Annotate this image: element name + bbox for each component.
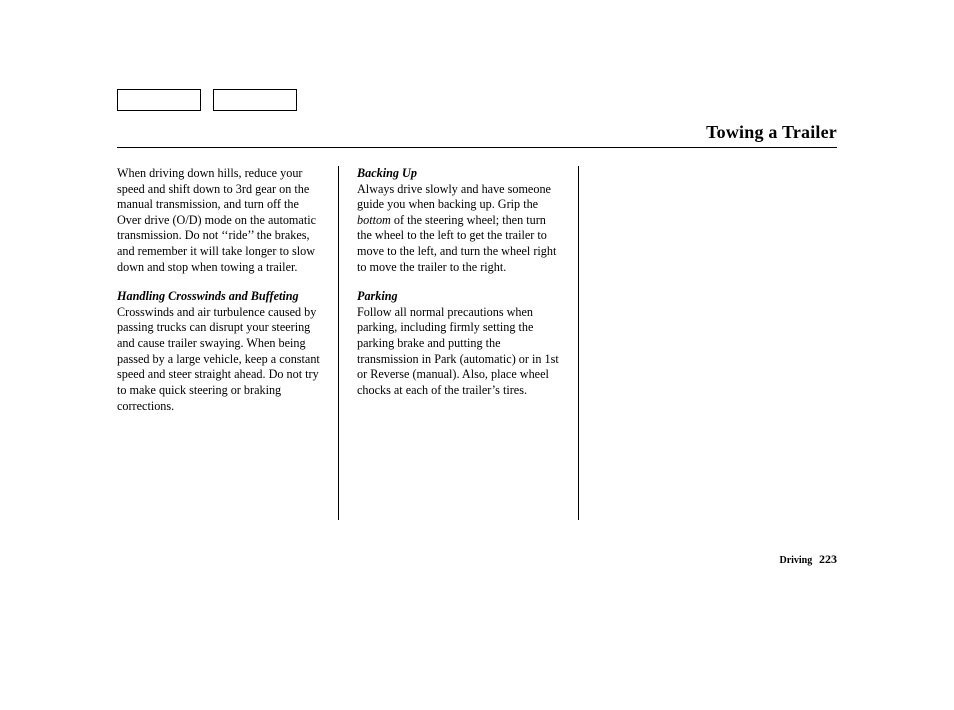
col1-para2: Crosswinds and air turbulence caused by … bbox=[117, 305, 320, 413]
content-columns: When driving down hills, reduce your spe… bbox=[117, 166, 837, 520]
footer-page-number: 223 bbox=[819, 552, 837, 566]
col1-subhead: Handling Crosswinds and Buffeting bbox=[117, 289, 320, 305]
col2-subhead1: Backing Up bbox=[357, 166, 560, 182]
page-title: Towing a Trailer bbox=[706, 122, 837, 143]
nav-button-group bbox=[117, 89, 297, 111]
footer-section: Driving bbox=[779, 555, 812, 566]
header-rule bbox=[117, 147, 837, 148]
col2-para1a: Always drive slowly and have someone gui… bbox=[357, 182, 551, 212]
column-1: When driving down hills, reduce your spe… bbox=[117, 166, 338, 520]
col2-italic-word: bottom bbox=[357, 213, 391, 227]
col2-block2: Parking Follow all normal precautions wh… bbox=[357, 289, 560, 398]
col2-para2: Follow all normal precautions when parki… bbox=[357, 305, 559, 397]
col2-subhead2: Parking bbox=[357, 289, 560, 305]
page-footer: Driving 223 bbox=[779, 552, 837, 567]
column-2: Backing Up Always drive slowly and have … bbox=[338, 166, 578, 520]
col1-block2: Handling Crosswinds and Buffeting Crossw… bbox=[117, 289, 320, 414]
column-3 bbox=[578, 166, 818, 520]
manual-page: Towing a Trailer When driving down hills… bbox=[0, 0, 954, 710]
col1-para1: When driving down hills, reduce your spe… bbox=[117, 166, 320, 275]
col2-block1: Backing Up Always drive slowly and have … bbox=[357, 166, 560, 275]
nav-box-prev[interactable] bbox=[117, 89, 201, 111]
nav-box-next[interactable] bbox=[213, 89, 297, 111]
